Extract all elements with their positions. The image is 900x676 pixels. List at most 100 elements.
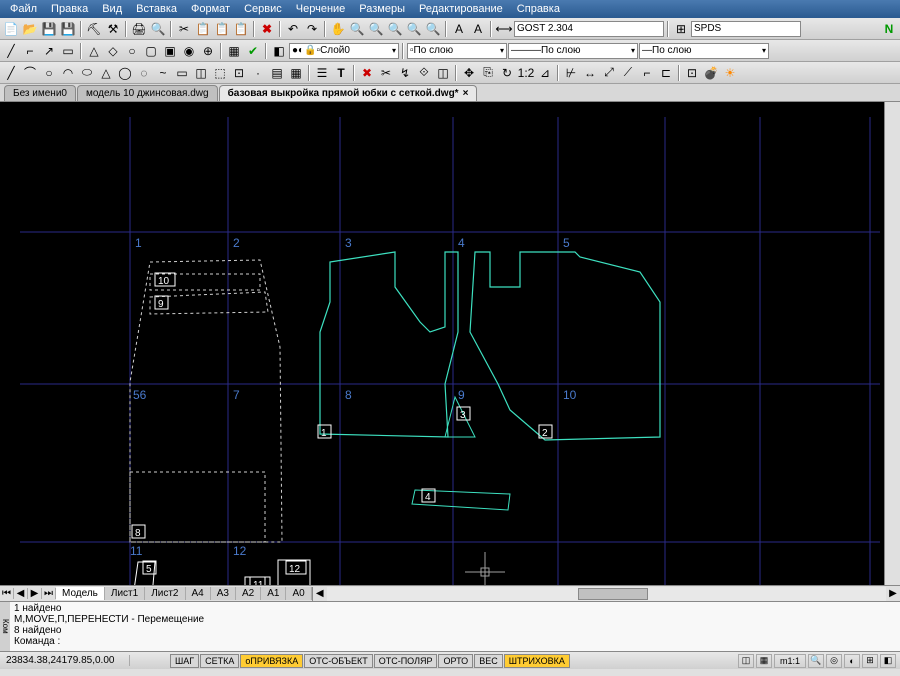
cut-icon[interactable]: ✂ [175,20,193,38]
spds-combo[interactable] [691,21,801,37]
m19-icon[interactable]: ☀ [721,64,739,82]
m5-icon[interactable]: ◫ [434,64,452,82]
tool2-icon[interactable]: ⚒ [104,20,122,38]
m1-icon[interactable]: ✖ [358,64,376,82]
zoomw-icon[interactable]: 🔍 [405,20,423,38]
m16-icon[interactable]: ⊏ [657,64,675,82]
zoomout-icon[interactable]: 🔍 [386,20,404,38]
m14-icon[interactable]: ⟋ [619,64,637,82]
ray-icon[interactable]: ↗ [40,42,58,60]
check-icon[interactable]: ✔ [244,42,262,60]
d9-icon[interactable]: ~ [154,64,172,82]
save-icon[interactable]: 💾 [40,20,58,38]
status-f-icon[interactable]: ⊞ [862,654,878,668]
m18-icon[interactable]: 💣 [702,64,720,82]
menu-insert[interactable]: Вставка [130,2,183,16]
new-icon[interactable]: 📄 [2,20,20,38]
pan-icon[interactable]: ✋ [329,20,347,38]
layout-a2[interactable]: A2 [236,587,261,600]
d17-icon[interactable]: ☰ [313,64,331,82]
d16-icon[interactable]: ▦ [287,64,305,82]
d3-icon[interactable]: ○ [40,64,58,82]
d2-icon[interactable]: ⌒ [21,64,39,82]
dim-icon[interactable]: ⟷ [495,20,513,38]
zoome-icon[interactable]: 🔍 [424,20,442,38]
menu-view[interactable]: Вид [96,2,128,16]
menu-dimensions[interactable]: Размеры [353,2,411,16]
mode-отс-объект[interactable]: ОТС-ОБЪЕКТ [304,654,372,668]
d12-icon[interactable]: ⬚ [211,64,229,82]
ltype-combo[interactable]: ———По слою [508,43,638,59]
m12-icon[interactable]: ↔ [581,64,599,82]
tool-f-icon[interactable]: ◉ [180,42,198,60]
close-tab-icon[interactable]: × [463,88,469,99]
pline-icon[interactable]: ⌐ [21,42,39,60]
layout-a4[interactable]: A4 [186,587,211,600]
line-icon[interactable]: ╱ [2,42,20,60]
mode-сетка[interactable]: СЕТКА [200,654,239,668]
layout-1[interactable]: Лист1 [105,587,145,600]
d11-icon[interactable]: ◫ [192,64,210,82]
text-icon[interactable]: A [450,20,468,38]
tool-c-icon[interactable]: ○ [123,42,141,60]
cmd-prompt[interactable]: Команда : [14,636,898,647]
d 15-icon[interactable]: ▤ [268,64,286,82]
m3-icon[interactable]: ↯ [396,64,414,82]
m11-icon[interactable]: ⊬ [562,64,580,82]
status-a-icon[interactable]: ◫ [738,654,754,668]
m4-icon[interactable]: ⟐ [415,64,433,82]
m2-icon[interactable]: ✂ [377,64,395,82]
layout-model[interactable]: Модель [56,587,105,600]
m17-icon[interactable]: ⊡ [683,64,701,82]
tab-1[interactable]: модель 10 джинсовая.dwg [77,85,218,101]
tab-first-icon[interactable]: ⏮ [0,588,14,599]
m10-icon[interactable]: ⊿ [536,64,554,82]
undo-icon[interactable]: ↶ [284,20,302,38]
mode-вес[interactable]: ВЕС [474,654,503,668]
tab-prev-icon[interactable]: ◀ [14,588,28,599]
mode-орто[interactable]: ОРТО [438,654,473,668]
text2-icon[interactable]: A [469,20,487,38]
layout-a1[interactable]: A1 [261,587,286,600]
m6-icon[interactable]: ✥ [460,64,478,82]
zoomr-icon[interactable]: 🔍 [348,20,366,38]
m7-icon[interactable]: ⎘ [479,64,497,82]
status-d-icon[interactable]: ◎ [826,654,842,668]
status-scale[interactable]: m1:1 [774,654,806,668]
menu-modify[interactable]: Редактирование [413,2,509,16]
spds-icon[interactable]: ⊞ [672,20,690,38]
status-b-icon[interactable]: ▦ [756,654,772,668]
lweight-combo[interactable]: —По слою [639,43,769,59]
menu-file[interactable]: Файл [4,2,43,16]
menu-tools[interactable]: Сервис [238,2,288,16]
tab-0[interactable]: Без имени0 [4,85,76,101]
zoomin-icon[interactable]: 🔍 [367,20,385,38]
d18-icon[interactable]: T [332,64,350,82]
m15-icon[interactable]: ⌐ [638,64,656,82]
tab-last-icon[interactable]: ⏭ [42,588,56,599]
mode-опривязка[interactable]: оПРИВЯЗКА [240,654,303,668]
d14-icon[interactable]: · [249,64,267,82]
m9-icon[interactable]: 1:2 [517,64,535,82]
d8-icon[interactable]: ◌ [135,64,153,82]
delete-icon[interactable]: ✖ [258,20,276,38]
tab-2[interactable]: базовая выкройка прямой юбки с сеткой.dw… [219,85,478,101]
font-combo[interactable] [514,21,664,37]
status-g-icon[interactable]: ◧ [880,654,896,668]
layer-icon[interactable]: ▦ [225,42,243,60]
paste2-icon[interactable]: 📋 [232,20,250,38]
open-icon[interactable]: 📂 [21,20,39,38]
layout-2[interactable]: Лист2 [145,587,185,600]
horizontal-scrollbar[interactable]: ◀ ▶ [312,587,900,601]
command-window[interactable]: Ком 1 найдено M,MOVE,П,ПЕРЕНЕСТИ - Перем… [0,601,900,651]
print-icon[interactable]: 🖨 [130,20,148,38]
mode-штриховка[interactable]: ШТРИХОВКА [504,654,570,668]
redo-icon[interactable]: ↷ [303,20,321,38]
saveall-icon[interactable]: 💾 [59,20,77,38]
preview-icon[interactable]: 🔍 [149,20,167,38]
layout-a3[interactable]: A3 [211,587,236,600]
layerprop-icon[interactable]: ◧ [270,42,288,60]
m8-icon[interactable]: ↻ [498,64,516,82]
menu-edit[interactable]: Правка [45,2,94,16]
paste-icon[interactable]: 📋 [213,20,231,38]
